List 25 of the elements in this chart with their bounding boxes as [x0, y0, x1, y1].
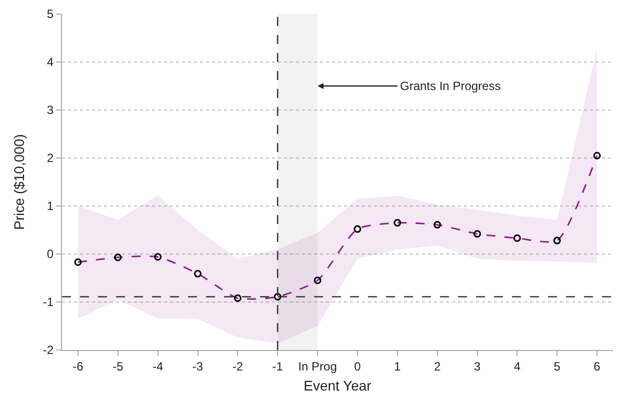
x-tick-label: -1 — [272, 359, 284, 374]
x-tick-label: -5 — [112, 359, 124, 374]
x-tick-label: 0 — [354, 359, 362, 374]
x-tick-label: -3 — [192, 359, 204, 374]
x-tick-label: -2 — [232, 359, 244, 374]
y-axis-title: Price ($10,000) — [11, 134, 27, 230]
y-tick-label: 1 — [46, 199, 54, 214]
x-tick-label: 4 — [514, 359, 521, 374]
x-tick-label: 2 — [434, 359, 441, 374]
annotation: Grants In Progress — [400, 79, 501, 93]
x-tick-label: In Prog — [298, 359, 337, 374]
y-tick-label: -2 — [42, 343, 54, 358]
y-tick-label: 0 — [46, 247, 54, 262]
x-tick-label: 3 — [474, 359, 481, 374]
y-tick-label: 3 — [46, 103, 54, 118]
x-tick-label: 1 — [394, 359, 402, 374]
y-tick-label: 5 — [46, 7, 54, 22]
x-tick-label: 6 — [594, 359, 601, 374]
x-tick-label: 5 — [554, 359, 561, 374]
y-tick-label: 2 — [46, 151, 54, 166]
x-tick-label: -6 — [72, 359, 84, 374]
x-axis-title: Event Year — [304, 378, 372, 394]
y-tick-label: 4 — [46, 55, 54, 70]
x-tick-label: -4 — [152, 359, 164, 374]
y-tick-label: -1 — [42, 295, 54, 310]
